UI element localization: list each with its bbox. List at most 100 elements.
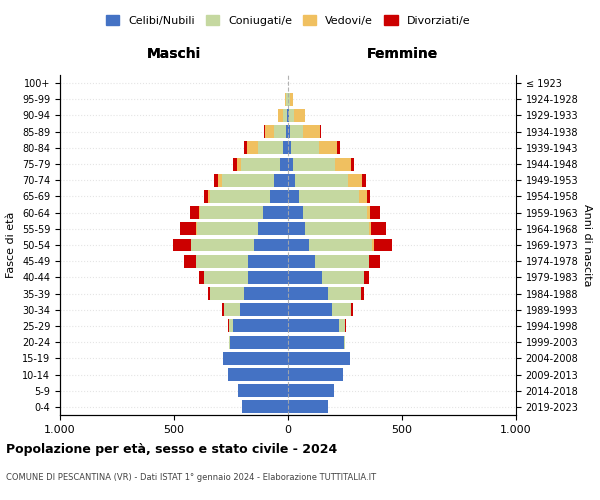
Bar xyxy=(196,222,197,235)
Bar xyxy=(303,125,320,138)
Bar xyxy=(288,238,308,252)
Bar xyxy=(274,174,288,186)
Bar xyxy=(224,304,240,316)
Bar xyxy=(316,254,369,268)
Bar xyxy=(362,174,365,186)
Text: Maschi: Maschi xyxy=(147,48,201,62)
Bar xyxy=(288,304,332,316)
Bar xyxy=(173,238,191,252)
Bar xyxy=(180,222,196,235)
Bar xyxy=(199,206,200,219)
Bar xyxy=(294,109,305,122)
Bar xyxy=(223,352,288,365)
Bar xyxy=(367,190,370,203)
Bar xyxy=(288,109,289,122)
Bar xyxy=(288,320,340,332)
Bar xyxy=(274,125,286,138)
Bar xyxy=(238,384,288,397)
Bar xyxy=(349,174,362,186)
Y-axis label: Fasce di età: Fasce di età xyxy=(7,212,16,278)
Bar xyxy=(292,142,319,154)
Bar xyxy=(299,190,359,203)
Text: Popolazione per età, sesso e stato civile - 2024: Popolazione per età, sesso e stato civil… xyxy=(6,442,337,456)
Bar xyxy=(244,287,288,300)
Bar xyxy=(285,93,286,106)
Bar xyxy=(345,320,346,332)
Bar xyxy=(208,190,211,203)
Bar xyxy=(196,254,248,268)
Bar xyxy=(340,320,345,332)
Bar xyxy=(197,222,259,235)
Bar xyxy=(287,109,288,122)
Bar xyxy=(244,142,247,154)
Bar xyxy=(203,271,248,284)
Bar xyxy=(361,287,364,300)
Bar xyxy=(270,190,288,203)
Bar xyxy=(335,158,350,170)
Bar xyxy=(208,287,211,300)
Bar xyxy=(227,368,288,381)
Bar xyxy=(227,320,229,332)
Bar xyxy=(242,400,288,413)
Bar xyxy=(288,384,334,397)
Bar xyxy=(248,254,288,268)
Bar xyxy=(230,336,288,348)
Bar xyxy=(359,190,367,203)
Bar xyxy=(322,271,364,284)
Bar xyxy=(288,368,343,381)
Bar xyxy=(288,400,328,413)
Bar xyxy=(200,206,263,219)
Bar xyxy=(211,287,244,300)
Bar xyxy=(184,254,196,268)
Text: COMUNE DI PESCANTINA (VR) - Dati ISTAT 1° gennaio 2024 - Elaborazione TUTTITALIA: COMUNE DI PESCANTINA (VR) - Dati ISTAT 1… xyxy=(6,472,376,482)
Bar xyxy=(288,287,328,300)
Bar xyxy=(240,304,288,316)
Bar xyxy=(320,125,321,138)
Bar xyxy=(288,142,292,154)
Bar xyxy=(308,238,373,252)
Legend: Celibi/Nubili, Coniugati/e, Vedovi/e, Divorziati/e: Celibi/Nubili, Coniugati/e, Vedovi/e, Di… xyxy=(101,10,475,30)
Bar xyxy=(328,287,361,300)
Text: Maschi: Maschi xyxy=(147,48,201,62)
Bar xyxy=(248,271,288,284)
Bar xyxy=(190,206,199,219)
Bar xyxy=(367,206,370,219)
Text: Femmine: Femmine xyxy=(367,48,437,62)
Bar xyxy=(288,336,344,348)
Bar xyxy=(286,125,288,138)
Bar xyxy=(283,142,288,154)
Bar xyxy=(369,222,371,235)
Bar xyxy=(290,93,293,106)
Bar xyxy=(222,174,274,186)
Bar xyxy=(286,93,287,106)
Bar xyxy=(319,142,337,154)
Bar xyxy=(278,109,283,122)
Bar xyxy=(283,109,287,122)
Bar xyxy=(370,206,380,219)
Bar xyxy=(288,254,316,268)
Bar xyxy=(305,222,369,235)
Bar xyxy=(259,142,283,154)
Bar xyxy=(288,125,290,138)
Bar xyxy=(247,142,259,154)
Bar xyxy=(369,254,380,268)
Bar xyxy=(350,158,354,170)
Bar xyxy=(337,142,340,154)
Bar xyxy=(332,304,350,316)
Bar xyxy=(241,158,280,170)
Bar xyxy=(289,109,294,122)
Bar xyxy=(288,271,322,284)
Bar xyxy=(350,304,353,316)
Bar xyxy=(289,93,290,106)
Bar xyxy=(364,271,369,284)
Bar xyxy=(203,190,208,203)
Bar xyxy=(288,222,305,235)
Bar xyxy=(373,238,392,252)
Bar xyxy=(254,238,288,252)
Bar xyxy=(295,174,349,186)
Bar xyxy=(263,206,288,219)
Bar xyxy=(288,352,350,365)
Bar xyxy=(264,125,265,138)
Bar xyxy=(288,174,295,186)
Text: Femmine: Femmine xyxy=(367,48,437,62)
